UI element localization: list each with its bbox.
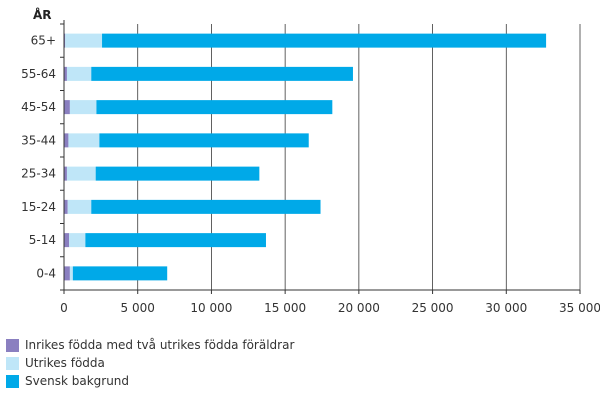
bar-segment — [72, 266, 168, 281]
bar-segment — [95, 166, 260, 181]
axes — [60, 20, 581, 294]
bar-segment — [64, 33, 66, 48]
bar-segment — [102, 33, 547, 48]
y-tick-label: 65+ — [31, 34, 56, 48]
x-tick-label: 15 000 — [264, 301, 306, 315]
bar-segment — [69, 266, 73, 281]
x-tick-label: 10 000 — [190, 301, 232, 315]
legend-label: Inrikes födda med två utrikes födda förä… — [25, 338, 295, 352]
x-tick-label: 20 000 — [338, 301, 380, 315]
y-tick-label: 25-34 — [21, 167, 56, 181]
bar-segment — [64, 100, 70, 115]
y-tick-label: 15-24 — [21, 200, 56, 214]
x-tick-label: 0 — [60, 301, 68, 315]
legend-label: Svensk bakgrund — [25, 374, 130, 388]
bar-segment — [69, 233, 86, 248]
bar-segment — [65, 33, 103, 48]
y-tick-label: 55-64 — [21, 67, 56, 81]
bar-segment — [64, 66, 67, 81]
bar-segment — [66, 66, 92, 81]
bar-segment — [64, 266, 70, 281]
bar-segment — [67, 199, 92, 214]
bar-segment — [69, 100, 97, 115]
x-tick-label: 35 000 — [559, 301, 600, 315]
legend-item-utrikes: Utrikes födda — [6, 354, 294, 372]
legend-item-svensk: Svensk bakgrund — [6, 372, 294, 390]
legend: Inrikes födda med två utrikes födda förä… — [6, 336, 294, 390]
bar-segment — [99, 133, 309, 148]
bar-segment — [64, 199, 68, 214]
y-tick-label: 45-54 — [21, 100, 56, 114]
bars — [64, 33, 547, 281]
legend-swatch — [6, 338, 19, 352]
x-tick-label: 5 000 — [121, 301, 155, 315]
bar-segment — [96, 100, 333, 115]
tick-labels: 0 5 000 10 000 15 000 20 000 25 000 30 000 35 0… — [21, 34, 600, 315]
y-tick-label: 5-14 — [29, 233, 56, 247]
gridlines — [137, 24, 581, 290]
bar-segment — [85, 233, 266, 248]
bar-segment — [64, 233, 70, 248]
legend-swatch — [6, 356, 19, 370]
legend-item-inrikes: Inrikes födda med två utrikes födda förä… — [6, 336, 294, 354]
y-tick-label: 35-44 — [21, 133, 56, 147]
bar-segment — [68, 133, 100, 148]
bar-segment — [91, 66, 353, 81]
x-tick-label: 25 000 — [412, 301, 454, 315]
legend-label: Utrikes födda — [25, 356, 105, 370]
bar-segment — [64, 166, 67, 181]
x-tick-label: 30 000 — [485, 301, 527, 315]
y-axis-title: ÅR — [33, 7, 52, 22]
legend-swatch — [6, 374, 19, 388]
bar-segment — [91, 199, 321, 214]
bar-segment — [64, 133, 69, 148]
bar-segment — [66, 166, 96, 181]
y-tick-label: 0-4 — [36, 266, 56, 280]
